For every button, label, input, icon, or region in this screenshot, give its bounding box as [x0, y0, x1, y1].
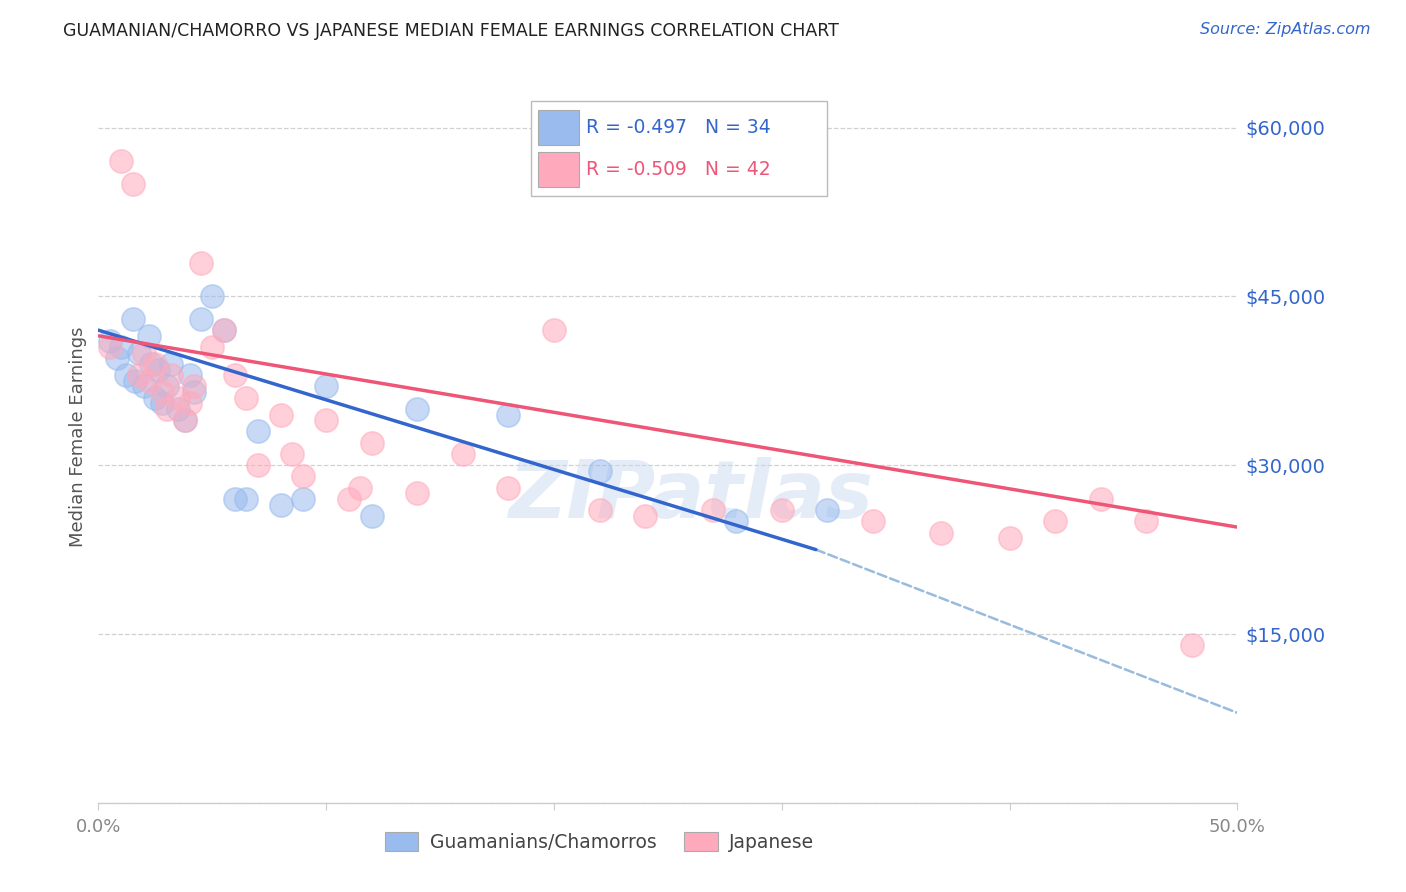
- Point: [235, 391, 257, 405]
- Point: [114, 368, 136, 383]
- Text: Source: ZipAtlas.com: Source: ZipAtlas.com: [1201, 22, 1371, 37]
- Point: [105, 351, 128, 366]
- Y-axis label: Median Female Earnings: Median Female Earnings: [69, 326, 87, 548]
- Point: [174, 413, 197, 427]
- Point: [862, 515, 884, 529]
- Point: [1043, 515, 1066, 529]
- Text: ZIPatlas: ZIPatlas: [508, 457, 873, 534]
- Point: [815, 503, 838, 517]
- Point: [145, 391, 167, 405]
- FancyBboxPatch shape: [538, 152, 579, 186]
- Point: [498, 481, 520, 495]
- Point: [360, 508, 382, 523]
- Point: [281, 447, 304, 461]
- Point: [246, 458, 269, 473]
- Point: [725, 515, 748, 529]
- Point: [498, 408, 520, 422]
- Point: [183, 385, 205, 400]
- Point: [160, 357, 183, 371]
- Point: [139, 357, 162, 371]
- Point: [292, 491, 315, 506]
- Point: [98, 334, 121, 349]
- Point: [121, 312, 143, 326]
- Point: [156, 401, 179, 416]
- Point: [190, 255, 212, 269]
- Point: [190, 312, 212, 326]
- Point: [543, 323, 565, 337]
- Point: [132, 379, 155, 393]
- Point: [702, 503, 724, 517]
- Point: [315, 379, 337, 393]
- Point: [270, 498, 292, 512]
- Point: [1181, 638, 1204, 652]
- Point: [235, 491, 257, 506]
- Point: [167, 391, 190, 405]
- Point: [212, 323, 235, 337]
- Point: [998, 532, 1021, 546]
- Point: [138, 374, 160, 388]
- Legend: Guamanians/Chamorros, Japanese: Guamanians/Chamorros, Japanese: [377, 824, 823, 859]
- Point: [360, 435, 382, 450]
- FancyBboxPatch shape: [531, 101, 827, 195]
- Point: [292, 469, 315, 483]
- Point: [201, 289, 224, 303]
- Point: [179, 368, 201, 383]
- Point: [315, 413, 337, 427]
- Point: [156, 379, 179, 393]
- Point: [201, 340, 224, 354]
- Point: [138, 328, 160, 343]
- Text: R = -0.497   N = 34: R = -0.497 N = 34: [586, 118, 770, 136]
- Point: [246, 425, 269, 439]
- Point: [110, 154, 132, 169]
- FancyBboxPatch shape: [538, 110, 579, 145]
- Point: [224, 491, 246, 506]
- Point: [98, 340, 121, 354]
- Point: [212, 323, 235, 337]
- Point: [160, 368, 183, 383]
- Point: [770, 503, 793, 517]
- Point: [349, 481, 371, 495]
- Point: [929, 525, 952, 540]
- Point: [1090, 491, 1112, 506]
- Point: [128, 368, 150, 383]
- Point: [588, 503, 610, 517]
- Point: [337, 491, 360, 506]
- Point: [124, 374, 146, 388]
- Point: [167, 401, 190, 416]
- Point: [179, 396, 201, 410]
- Point: [406, 401, 429, 416]
- Point: [588, 464, 610, 478]
- Text: R = -0.509   N = 42: R = -0.509 N = 42: [586, 160, 770, 178]
- Point: [150, 385, 173, 400]
- Point: [174, 413, 197, 427]
- Point: [128, 345, 150, 359]
- Point: [224, 368, 246, 383]
- Point: [1135, 515, 1157, 529]
- Point: [270, 408, 292, 422]
- Text: GUAMANIAN/CHAMORRO VS JAPANESE MEDIAN FEMALE EARNINGS CORRELATION CHART: GUAMANIAN/CHAMORRO VS JAPANESE MEDIAN FE…: [63, 22, 839, 40]
- Point: [132, 345, 155, 359]
- Point: [145, 357, 167, 371]
- Point: [110, 340, 132, 354]
- Point: [150, 396, 173, 410]
- Point: [121, 177, 143, 191]
- Point: [406, 486, 429, 500]
- Point: [146, 362, 169, 376]
- Point: [183, 379, 205, 393]
- Point: [634, 508, 657, 523]
- Point: [451, 447, 474, 461]
